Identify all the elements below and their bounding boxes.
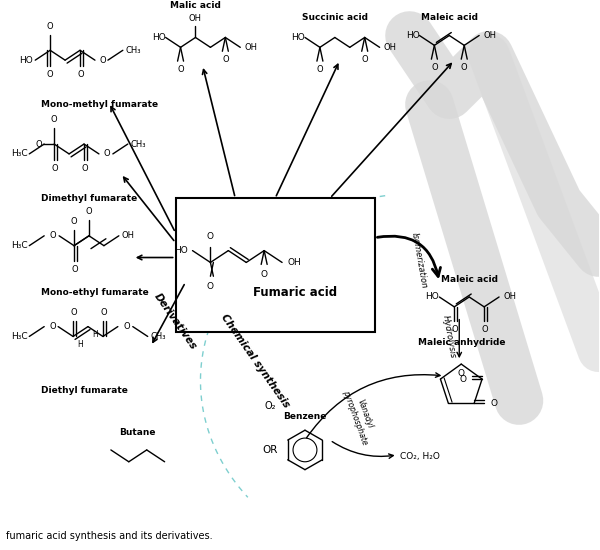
Text: HO: HO bbox=[406, 31, 419, 40]
Text: Mono-ethyl fumarate: Mono-ethyl fumarate bbox=[41, 288, 149, 296]
Text: O: O bbox=[47, 70, 53, 79]
Text: OR: OR bbox=[262, 445, 278, 455]
Text: Malic acid: Malic acid bbox=[170, 2, 221, 10]
Text: O: O bbox=[35, 140, 42, 148]
Text: HO: HO bbox=[152, 33, 166, 42]
Text: Hydrolysis: Hydrolysis bbox=[441, 314, 458, 359]
Text: O: O bbox=[72, 266, 79, 274]
Text: Benzene: Benzene bbox=[283, 412, 326, 421]
Text: O: O bbox=[49, 232, 56, 240]
Text: O: O bbox=[317, 65, 323, 74]
Text: HO: HO bbox=[174, 246, 188, 255]
Text: HO: HO bbox=[425, 293, 439, 301]
Text: Maleic acid: Maleic acid bbox=[441, 274, 498, 284]
Text: CH₃: CH₃ bbox=[131, 140, 146, 148]
Text: O: O bbox=[459, 375, 466, 383]
Text: Derivatives: Derivatives bbox=[152, 292, 199, 351]
Text: O: O bbox=[78, 70, 85, 79]
Text: Succinic acid: Succinic acid bbox=[302, 13, 368, 22]
Text: Isomerization: Isomerization bbox=[410, 232, 429, 289]
Text: CH₃: CH₃ bbox=[126, 46, 142, 55]
Text: OH: OH bbox=[503, 293, 516, 301]
Text: fumaric acid synthesis and its derivatives.: fumaric acid synthesis and its derivativ… bbox=[7, 531, 213, 541]
Text: O: O bbox=[458, 369, 465, 378]
Text: CH₃: CH₃ bbox=[151, 332, 166, 341]
Text: OH: OH bbox=[287, 258, 301, 267]
Text: Maleic anhydride: Maleic anhydride bbox=[418, 338, 505, 347]
Text: OH: OH bbox=[122, 232, 135, 240]
Text: HO: HO bbox=[291, 33, 305, 42]
Text: OH: OH bbox=[244, 43, 257, 52]
Text: O: O bbox=[86, 207, 92, 216]
Text: O: O bbox=[260, 271, 268, 279]
Text: H: H bbox=[77, 340, 83, 349]
Text: Diethyl fumarate: Diethyl fumarate bbox=[41, 386, 128, 395]
Text: Dimethyl fumarate: Dimethyl fumarate bbox=[41, 194, 137, 203]
Bar bbox=[176, 199, 374, 332]
Text: O: O bbox=[207, 282, 214, 291]
Text: Butane: Butane bbox=[119, 428, 156, 437]
Text: O: O bbox=[104, 150, 110, 158]
Text: H₃C: H₃C bbox=[11, 241, 28, 250]
Text: OH: OH bbox=[383, 43, 397, 52]
Text: O: O bbox=[49, 322, 56, 331]
Text: H: H bbox=[92, 330, 98, 339]
Text: O: O bbox=[47, 21, 53, 31]
Text: O: O bbox=[124, 322, 130, 331]
Text: Maleic acid: Maleic acid bbox=[421, 13, 478, 22]
Text: OH: OH bbox=[189, 14, 202, 23]
Text: OH: OH bbox=[483, 31, 496, 40]
Text: O: O bbox=[71, 217, 77, 226]
Text: CO₂, H₂O: CO₂, H₂O bbox=[400, 452, 439, 461]
Text: O₂: O₂ bbox=[265, 400, 276, 410]
Text: Chemical synthesis: Chemical synthesis bbox=[219, 312, 292, 410]
Text: H₃C: H₃C bbox=[11, 150, 28, 158]
Text: O: O bbox=[222, 55, 229, 64]
Text: O: O bbox=[461, 63, 467, 72]
Text: O: O bbox=[71, 307, 77, 317]
Text: O: O bbox=[100, 56, 107, 65]
Text: O: O bbox=[82, 164, 88, 173]
Text: O: O bbox=[361, 55, 368, 64]
Text: O: O bbox=[51, 116, 58, 124]
Text: Mono-methyl fumarate: Mono-methyl fumarate bbox=[41, 100, 158, 109]
Text: Vanadyl
pyrophosphate: Vanadyl pyrophosphate bbox=[341, 385, 379, 446]
Text: O: O bbox=[101, 307, 107, 317]
Text: O: O bbox=[482, 324, 488, 334]
Text: O: O bbox=[207, 232, 214, 241]
Text: HO: HO bbox=[19, 56, 33, 65]
Text: O: O bbox=[431, 63, 437, 72]
Text: Fumaric acid: Fumaric acid bbox=[253, 285, 337, 299]
Text: O: O bbox=[52, 164, 58, 173]
Text: O: O bbox=[490, 399, 497, 408]
Text: O: O bbox=[177, 65, 184, 74]
Text: O: O bbox=[452, 324, 458, 334]
Text: H₃C: H₃C bbox=[11, 332, 28, 341]
